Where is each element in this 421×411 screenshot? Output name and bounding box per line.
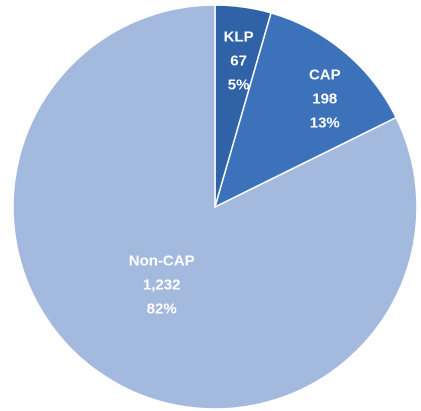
slice-label: KLP bbox=[224, 28, 254, 45]
value-label: 198 bbox=[312, 91, 337, 108]
value-label: 67 bbox=[230, 52, 247, 69]
percent-label: 13% bbox=[310, 115, 340, 132]
percent-label: 82% bbox=[147, 301, 177, 318]
slice-label: CAP bbox=[309, 67, 341, 84]
slice-label: Non-CAP bbox=[129, 253, 195, 270]
pie-slice bbox=[213, 12, 398, 209]
value-label: 1,232 bbox=[143, 277, 181, 294]
pie-slice bbox=[12, 4, 418, 410]
percent-label: 5% bbox=[228, 76, 250, 93]
